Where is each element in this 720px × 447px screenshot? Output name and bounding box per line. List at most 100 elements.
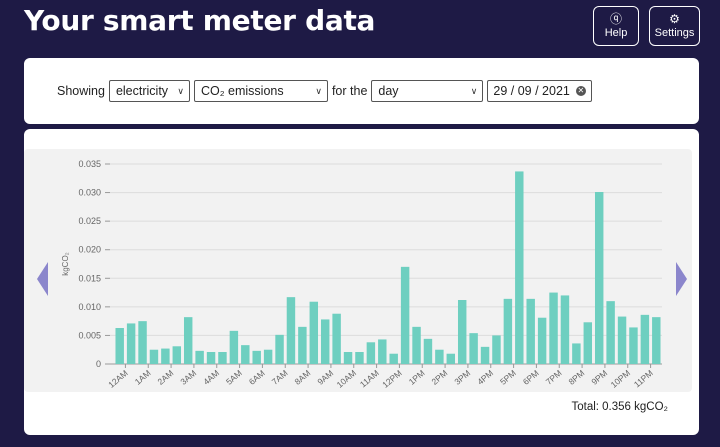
bar bbox=[183, 317, 193, 364]
x-tick-label: 12AM bbox=[106, 368, 129, 390]
bar bbox=[423, 338, 433, 364]
bar bbox=[537, 317, 547, 364]
controls-panel: Showing electricity ∨ CO₂ emissions ∨ fo… bbox=[24, 58, 699, 124]
bar bbox=[594, 192, 604, 364]
bar bbox=[218, 352, 227, 364]
clear-icon[interactable]: ✕ bbox=[575, 86, 586, 96]
bar bbox=[469, 333, 478, 364]
metric-select[interactable]: CO₂ emissions ∨ bbox=[193, 80, 328, 102]
x-tick-label: 3PM bbox=[452, 368, 472, 387]
x-tick-label: 6PM bbox=[521, 368, 541, 387]
x-tick-label: 8PM bbox=[567, 368, 587, 387]
y-tick-label: 0.005 bbox=[78, 330, 101, 340]
bar bbox=[332, 313, 341, 364]
bar bbox=[126, 323, 136, 364]
settings-label: Settings bbox=[654, 27, 695, 39]
total-emissions: Total: 0.356 kgCO₂ bbox=[571, 401, 668, 413]
bar bbox=[526, 298, 535, 364]
bar bbox=[435, 349, 444, 364]
y-tick-label: 0.015 bbox=[78, 273, 101, 283]
bar bbox=[446, 353, 456, 364]
x-tick-label: 6AM bbox=[247, 368, 267, 387]
bar bbox=[286, 297, 296, 364]
bar bbox=[195, 350, 204, 364]
fuel-select[interactable]: electricity ∨ bbox=[108, 80, 190, 102]
bar bbox=[629, 327, 638, 364]
x-tick-label: 10AM bbox=[335, 368, 358, 390]
fuel-select-value: electricity bbox=[115, 84, 169, 98]
bar bbox=[252, 350, 261, 364]
x-tick-label: 7PM bbox=[544, 368, 564, 387]
bar bbox=[606, 301, 615, 364]
y-tick-label: 0.010 bbox=[78, 302, 101, 312]
page-title: Your smart meter data bbox=[24, 4, 376, 37]
bar bbox=[241, 345, 250, 364]
bar bbox=[560, 295, 570, 364]
bar bbox=[298, 326, 307, 364]
x-tick-label: 5PM bbox=[498, 368, 518, 387]
x-tick-label: 9PM bbox=[589, 368, 609, 387]
gear-icon: ⚙ bbox=[669, 12, 680, 26]
x-tick-label: 2PM bbox=[430, 368, 450, 387]
x-tick-label: 12PM bbox=[380, 368, 403, 390]
y-tick-label: 0.020 bbox=[78, 245, 101, 255]
bar bbox=[138, 321, 147, 364]
y-tick-label: 0.030 bbox=[78, 188, 101, 198]
x-tick-label: 11AM bbox=[358, 368, 381, 390]
y-axis-label: kgCO₂ bbox=[61, 252, 70, 276]
for-the-label: for the bbox=[331, 84, 368, 98]
bar bbox=[115, 328, 124, 364]
bar bbox=[378, 339, 387, 364]
x-tick-label: 5AM bbox=[224, 368, 244, 387]
chevron-down-icon: ∨ bbox=[315, 85, 322, 96]
bar bbox=[480, 346, 490, 364]
period-select[interactable]: day ∨ bbox=[371, 80, 484, 102]
y-tick-label: 0.035 bbox=[78, 159, 101, 169]
bar bbox=[457, 300, 467, 364]
bar bbox=[149, 349, 159, 364]
bar bbox=[617, 316, 627, 364]
bar bbox=[583, 322, 593, 364]
y-tick-label: 0.025 bbox=[78, 216, 101, 226]
next-day-arrow-icon[interactable] bbox=[676, 262, 687, 296]
date-value: 29 / 09 / 2021 bbox=[493, 84, 570, 98]
x-tick-label: 8AM bbox=[293, 368, 313, 387]
x-tick-label: 9AM bbox=[315, 368, 335, 387]
x-tick-label: 2AM bbox=[156, 368, 176, 387]
bar bbox=[263, 349, 273, 364]
x-tick-label: 3AM bbox=[178, 368, 198, 387]
bar bbox=[229, 330, 239, 364]
x-tick-label: 1AM bbox=[133, 368, 153, 387]
bar bbox=[389, 353, 398, 364]
bar bbox=[320, 319, 330, 364]
bar bbox=[572, 343, 581, 364]
bar bbox=[206, 352, 216, 364]
metric-select-value: CO₂ emissions bbox=[200, 84, 284, 98]
bar bbox=[275, 334, 284, 364]
x-tick-label: 11PM bbox=[632, 368, 655, 390]
previous-day-arrow-icon[interactable] bbox=[37, 262, 48, 296]
bar bbox=[366, 342, 376, 364]
showing-label: Showing bbox=[57, 84, 105, 98]
bar bbox=[412, 326, 421, 364]
bar bbox=[503, 298, 513, 364]
bar bbox=[400, 266, 410, 364]
period-select-value: day bbox=[378, 84, 399, 98]
help-label: Help bbox=[604, 27, 628, 39]
x-tick-label: 1PM bbox=[407, 368, 427, 387]
bar bbox=[549, 292, 558, 364]
chevron-down-icon: ∨ bbox=[177, 85, 184, 96]
question-circle-icon: ⓠ bbox=[609, 12, 622, 26]
x-tick-label: 4AM bbox=[201, 368, 221, 387]
settings-button[interactable]: ⚙ Settings bbox=[649, 6, 700, 46]
chevron-down-icon: ∨ bbox=[470, 85, 478, 96]
help-button[interactable]: ⓠ Help bbox=[593, 6, 639, 46]
bar bbox=[492, 335, 501, 364]
x-tick-label: 4PM bbox=[475, 368, 495, 387]
date-input[interactable]: 29 / 09 / 2021 ✕ bbox=[487, 80, 592, 102]
bar bbox=[355, 352, 364, 364]
x-tick-label: 7AM bbox=[270, 368, 290, 387]
bar bbox=[172, 346, 182, 364]
y-tick-label: 0 bbox=[96, 359, 101, 369]
